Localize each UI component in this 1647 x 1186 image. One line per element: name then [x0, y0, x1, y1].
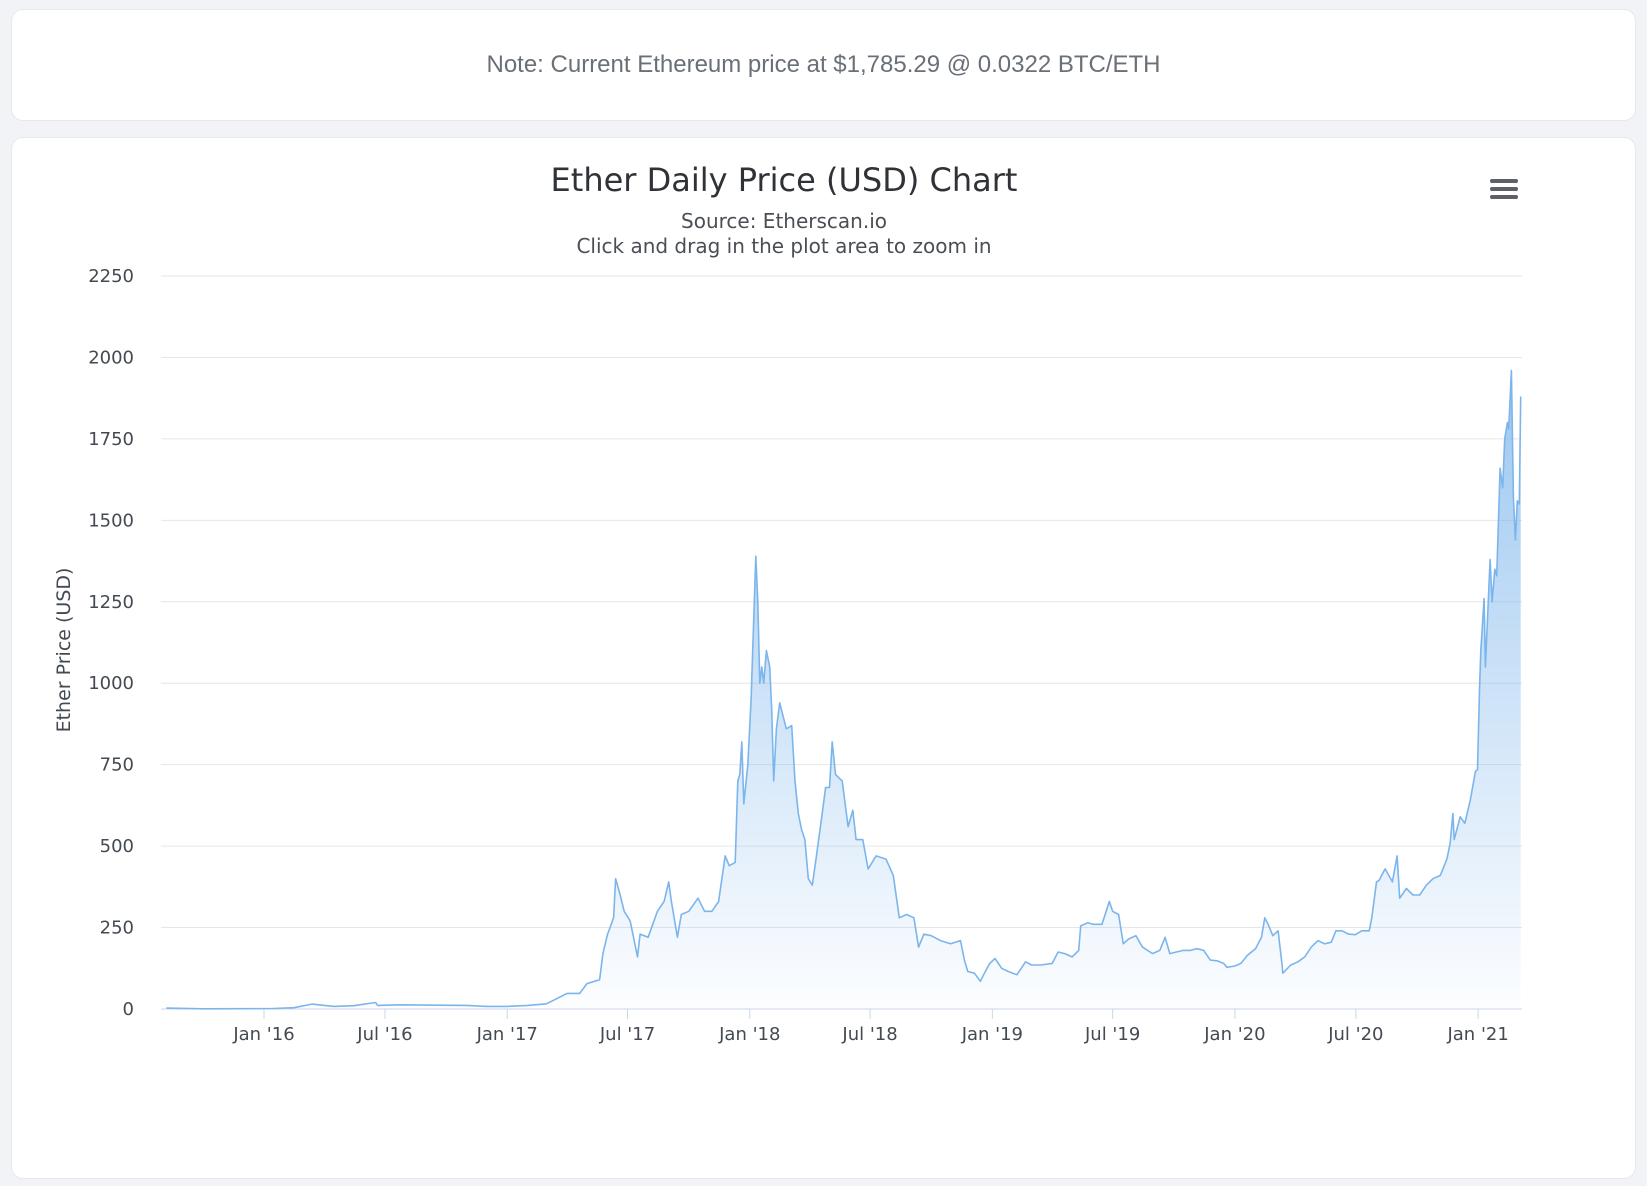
- x-tick-label: Jan '16: [232, 1024, 294, 1045]
- note-card: Note: Current Ethereum price at $1,785.2…: [11, 9, 1636, 121]
- x-tick-label: Jul '18: [841, 1024, 897, 1045]
- chart-card: Ether Daily Price (USD) Chart Source: Et…: [11, 137, 1636, 1179]
- y-tick-label: 250: [100, 918, 134, 939]
- price-chart[interactable]: Ether Daily Price (USD) Chart Source: Et…: [12, 138, 1637, 1180]
- x-tick-label: Jan '19: [961, 1024, 1023, 1045]
- y-tick-label: 1500: [88, 510, 134, 531]
- price-note: Note: Current Ethereum price at $1,785.2…: [486, 51, 1160, 79]
- x-tick-label: Jan '17: [476, 1024, 538, 1045]
- plot-area[interactable]: [166, 371, 1520, 1010]
- y-tick-label: 750: [100, 755, 134, 776]
- y-tick-label: 1250: [88, 592, 134, 613]
- hamburger-menu-icon[interactable]: [1490, 179, 1518, 199]
- y-tick-label: 1750: [88, 429, 134, 450]
- y-tick-label: 500: [100, 836, 134, 857]
- price-area-fill: [166, 371, 1520, 1010]
- y-tick-label: 0: [123, 999, 134, 1020]
- chart-source: Source: Etherscan.io: [681, 209, 887, 233]
- y-tick-label: 1000: [88, 673, 134, 694]
- x-tick-label: Jan '21: [1446, 1024, 1508, 1045]
- y-tick-label: 2000: [88, 347, 134, 368]
- x-tick-label: Jul '19: [1084, 1024, 1140, 1045]
- x-axis-labels: Jan '16 Jul '16 Jan '17 Jul '17 Jan '18 Jul '…: [232, 1024, 1508, 1045]
- x-tick-label: Jan '20: [1203, 1024, 1265, 1045]
- chart-title: Ether Daily Price (USD) Chart: [551, 161, 1018, 199]
- x-tick-label: Jul '16: [356, 1024, 412, 1045]
- y-axis-labels: 0 250 500 750 1000 1250 1500 1750 2000 2250: [88, 266, 134, 1020]
- y-tick-label: 2250: [88, 266, 134, 287]
- x-tick-label: Jul '17: [599, 1024, 655, 1045]
- chart-zoom-hint: Click and drag in the plot area to zoom …: [576, 234, 991, 258]
- x-tick-label: Jul '20: [1327, 1024, 1383, 1045]
- x-tick-label: Jan '18: [718, 1024, 780, 1045]
- y-axis-title: Ether Price (USD): [53, 568, 75, 733]
